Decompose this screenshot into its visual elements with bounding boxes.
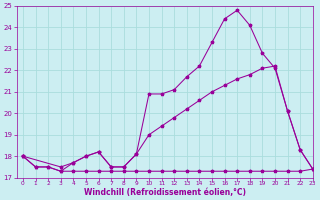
X-axis label: Windchill (Refroidissement éolien,°C): Windchill (Refroidissement éolien,°C) [84, 188, 246, 197]
